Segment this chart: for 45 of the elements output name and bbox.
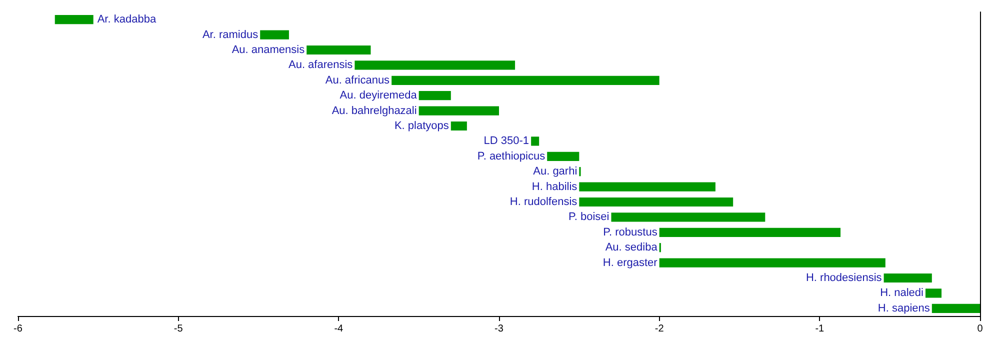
y-tick-label: LD 350-1 [484,135,530,148]
y-tick-label: Au. bahrelghazali [332,104,417,117]
y-tick-label: Au. deyiremeda [340,90,418,102]
x-tick-label: -3 [494,324,504,334]
bar [392,76,660,85]
bar [306,45,371,55]
bar [659,258,886,268]
y-tick-label: H. naledi [880,287,924,300]
bar [450,121,467,131]
bar [547,152,580,161]
bar [418,91,451,100]
bar [659,228,841,237]
y-tick-label: H. rudolfensis [510,196,578,208]
bar [579,197,734,207]
y-tick-label: P. robustus [603,226,658,238]
y-tick-label: H. ergaster [602,256,658,269]
bar [260,30,289,40]
y-tick-label: Au. africanus [325,74,390,86]
y-tick-label: Au. sediba [605,242,658,254]
y-tick-label: Au. garhi [533,166,578,178]
y-tick-label: K. platyops [394,120,450,132]
x-tick-label: -6 [14,324,23,334]
y-tick-label: H. rhodesiensis [806,272,882,284]
y-tick-label: Au. afarensis [288,59,354,72]
y-tick-label: P. boisei [568,211,610,224]
x-tick-label: -5 [174,324,184,334]
bar [531,136,540,146]
bar [354,60,516,70]
bar [54,15,94,24]
y-tick-label: H. habilis [532,180,578,193]
y-tick-label: Au. anamensis [232,44,306,56]
bar [611,212,766,222]
y-tick-label: P. aethiopicus [477,150,546,162]
x-tick-label: 0 [977,324,984,334]
bar [579,182,716,192]
x-tick-label: -1 [815,324,825,334]
y-tick-label: H. sapiens [878,302,930,314]
x-tick-label: -2 [654,324,664,334]
bar [932,304,980,313]
bar [884,273,932,283]
x-tick-label: -4 [334,324,344,334]
bar [925,288,942,298]
y-tick-label: Ar. ramidus [202,28,259,41]
bar [418,106,499,116]
y-tick-label: Ar. kadabba [97,14,157,26]
